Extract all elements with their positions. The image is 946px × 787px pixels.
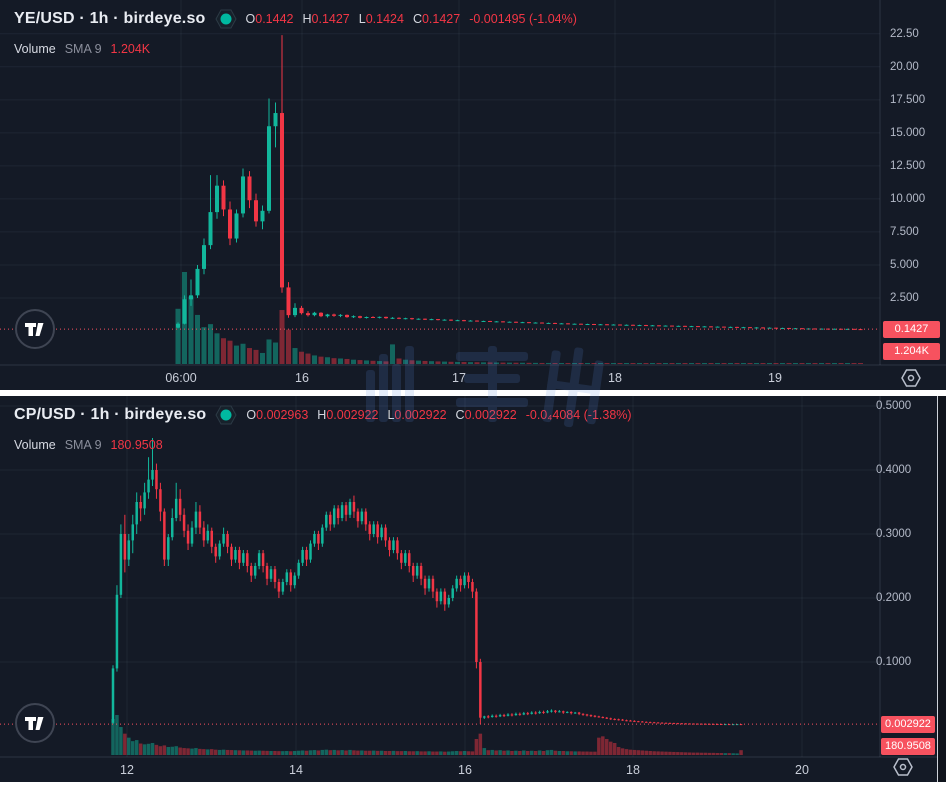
price-axis-tick: 20.00 [890,60,919,73]
current-price-label: 0.1427 [883,321,940,338]
tradingview-logo[interactable] [14,702,56,749]
price-axis-tick: 12.500 [890,159,926,172]
volume-value: 1.204K [110,42,151,56]
time-axis-tick: 06:00 [165,371,197,385]
time-axis-tick: 14 [289,763,303,777]
timeframe-settings-gear-icon[interactable] [892,756,914,782]
time-axis-tick: 18 [608,371,622,385]
time-axis-tick: 16 [458,763,472,777]
volume-sma-label: SMA 9 [64,438,102,452]
time-axis-tick: 17 [452,371,466,385]
green-dot-icon [214,9,237,29]
change-value: -0.0₄4084 (-1.38%) [525,408,632,422]
price-axis-tick: 0.4000 [876,464,912,476]
chart-header: CP/USD · 1h · birdeye.so O0.002963 H0.00… [14,404,632,426]
volume-indicator-row[interactable]: Volume SMA 9 180.9508 [14,438,163,452]
open-value: 0.002963 [256,408,309,422]
close-key: C [455,408,465,422]
timeframe-settings-gear-icon[interactable] [900,367,922,390]
low-key: L [358,12,366,26]
ohlc-readout: O0.002963 H0.002922 L0.002922 C0.002922 … [246,408,631,422]
price-axis-tick: 7.500 [890,225,919,238]
pane-right-edge [937,396,946,782]
price-axis-tick: 0.5000 [876,400,912,412]
low-value: 0.1424 [365,12,404,26]
tradingview-logo[interactable] [14,308,56,355]
chart-header: YE/USD · 1h · birdeye.so O0.1442 H0.1427… [14,8,577,30]
volume-label: Volume [14,42,56,56]
low-value: 0.002922 [394,408,447,422]
low-key: L [387,408,395,422]
current-volume-label: 1.204K [883,343,940,360]
volume-sma-label: SMA 9 [64,42,102,56]
price-axis-tick: 17.500 [890,93,926,106]
open-key: O [245,12,256,26]
high-key: H [317,408,327,422]
close-key: C [412,12,422,26]
price-axis-tick: 2.500 [890,291,919,304]
open-value: 0.1442 [255,12,294,26]
price-chart-canvas[interactable] [0,0,946,390]
high-key: H [302,12,312,26]
time-axis-tick: 12 [120,763,134,777]
current-volume-label: 180.9508 [881,738,935,755]
current-price-label: 0.002922 [881,716,935,733]
close-value: 0.1427 [421,12,461,26]
volume-indicator-row[interactable]: Volume SMA 9 1.204K [14,42,150,56]
price-axis-tick: 22.50 [890,27,919,40]
price-axis-tick: 0.3000 [876,528,912,540]
open-key: O [246,408,257,422]
status-badge [214,404,238,426]
ohlc-readout: O0.1442 H0.1427 L0.1424 C0.1427 -0.00149… [246,12,577,26]
price-axis-tick: 5.000 [890,258,919,271]
volume-label: Volume [14,438,56,452]
chart-pane-cp-usd[interactable]: CP/USD · 1h · birdeye.so O0.002963 H0.00… [0,396,946,782]
chart-pane-ye-usd[interactable]: YE/USD · 1h · birdeye.so O0.1442 H0.1427… [0,0,946,390]
time-axis-tick: 19 [768,371,782,385]
change-value: -0.001495 (-1.04%) [469,12,577,26]
green-dot-icon [215,405,237,425]
time-axis-tick: 18 [626,763,640,777]
status-badge [214,8,238,30]
price-axis-tick: 10.000 [890,192,926,205]
price-chart-canvas[interactable] [0,396,946,782]
price-axis-tick: 0.1000 [876,656,912,668]
price-axis-tick: 15.000 [890,126,926,139]
volume-value: 180.9508 [110,438,163,452]
time-axis-tick: 20 [795,763,809,777]
close-value: 0.002922 [464,408,517,422]
price-axis-tick: 0.2000 [876,592,912,604]
high-value: 0.002922 [326,408,379,422]
time-axis-tick: 16 [295,371,309,385]
symbol-title[interactable]: YE/USD · 1h · birdeye.so [14,10,206,27]
symbol-title[interactable]: CP/USD · 1h · birdeye.so [14,406,207,423]
high-value: 0.1427 [311,12,350,26]
